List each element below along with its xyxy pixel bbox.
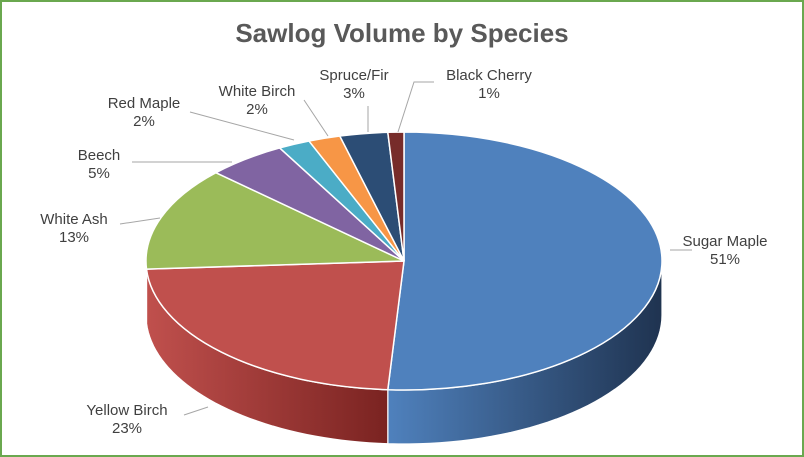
leader-line-yellow-birch: [183, 406, 209, 416]
pie-slice-sugar-maple: [386, 131, 663, 391]
chart-title: Sawlog Volume by Species: [235, 18, 569, 48]
label-pct-spruce-fir: 3%: [343, 85, 365, 102]
label-pct-yellow-birch: 23%: [112, 420, 142, 437]
leader-line-white-ash: [119, 217, 161, 225]
label-pct-white-birch: 2%: [246, 101, 268, 118]
label-pct-black-cherry: 1%: [478, 85, 500, 102]
label-red-maple: Red Maple: [108, 95, 181, 112]
label-beech: Beech: [78, 147, 121, 164]
label-yellow-birch: Yellow Birch: [86, 402, 167, 419]
label-white-birch: White Birch: [219, 83, 296, 100]
leader-line-black-cherry: [397, 81, 434, 133]
label-sugar-maple: Sugar Maple: [682, 233, 767, 250]
leader-line-white-birch: [303, 99, 329, 137]
label-pct-red-maple: 2%: [133, 113, 155, 130]
label-black-cherry: Black Cherry: [446, 67, 532, 84]
label-pct-sugar-maple: 51%: [710, 251, 740, 268]
label-pct-white-ash: 13%: [59, 229, 89, 246]
pie-slices: [145, 131, 663, 391]
pie-slice-white-ash: [145, 171, 405, 270]
pie-slice-yellow-birch: [145, 260, 405, 391]
label-spruce-fir: Spruce/Fir: [319, 67, 388, 84]
pie-slice-black-cherry: [386, 131, 405, 262]
label-pct-beech: 5%: [88, 165, 110, 182]
label-white-ash: White Ash: [40, 211, 108, 228]
leader-line-red-maple: [189, 111, 295, 141]
